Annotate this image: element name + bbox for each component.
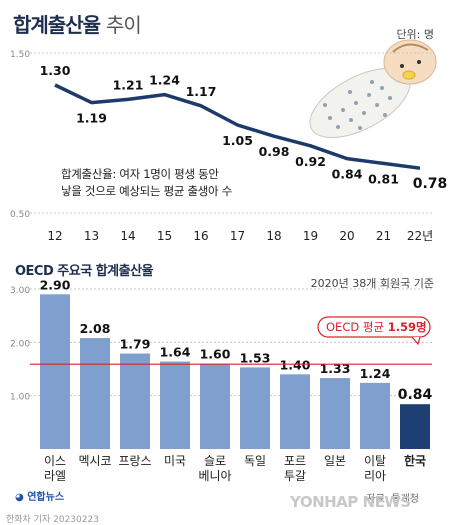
data-label: 1.64	[160, 345, 191, 360]
watermark: YONHAP NEWS	[290, 493, 411, 511]
x-tick-label: 투갈	[284, 469, 306, 483]
y-tick-label: 1.00	[10, 393, 30, 403]
bar	[160, 362, 190, 449]
y-tick-label: 3.00	[10, 286, 30, 296]
logo-mark-icon: ◕	[15, 492, 24, 503]
x-tick-label: 미국	[164, 454, 186, 468]
bar	[360, 383, 390, 449]
data-label: 1.33	[320, 361, 351, 376]
x-tick-label: 이스	[44, 454, 66, 468]
bar	[320, 378, 350, 449]
copyright: 한화차 기자 20230223	[6, 512, 99, 525]
x-tick-label: 포르	[284, 454, 306, 468]
bar	[80, 338, 110, 449]
x-tick-label: 슬로	[204, 454, 226, 468]
data-label: 0.84	[398, 387, 433, 403]
x-tick-label: 이탈	[364, 454, 386, 468]
x-tick-label: 한국	[404, 453, 426, 468]
bar	[200, 364, 230, 449]
bar	[400, 404, 430, 449]
reference-label: OECD 평균 1.59명	[326, 320, 427, 334]
reference-pointer	[412, 337, 420, 344]
x-tick-label: 리아	[364, 469, 386, 483]
data-label: 1.79	[120, 337, 151, 352]
data-label: 1.53	[240, 350, 271, 365]
data-label: 2.08	[80, 321, 111, 336]
x-tick-label: 독일	[244, 454, 266, 468]
y-tick-label: 2.00	[10, 339, 30, 349]
x-tick-label: 멕시코	[78, 454, 111, 468]
bar	[280, 374, 310, 449]
bar	[40, 294, 70, 449]
logo-text: 연합뉴스	[27, 492, 64, 503]
bar	[240, 367, 270, 449]
x-tick-label: 프랑스	[118, 454, 151, 468]
data-label: 1.24	[360, 366, 391, 381]
bar	[120, 354, 150, 449]
data-label: 1.60	[200, 347, 231, 362]
data-label: 2.90	[40, 277, 71, 292]
data-label: 1.40	[280, 357, 311, 372]
x-tick-label: 베니아	[198, 469, 231, 483]
yonhap-logo: ◕ 연합뉴스	[15, 488, 64, 503]
x-tick-label: 라엘	[44, 469, 66, 483]
x-tick-label: 일본	[324, 454, 346, 468]
